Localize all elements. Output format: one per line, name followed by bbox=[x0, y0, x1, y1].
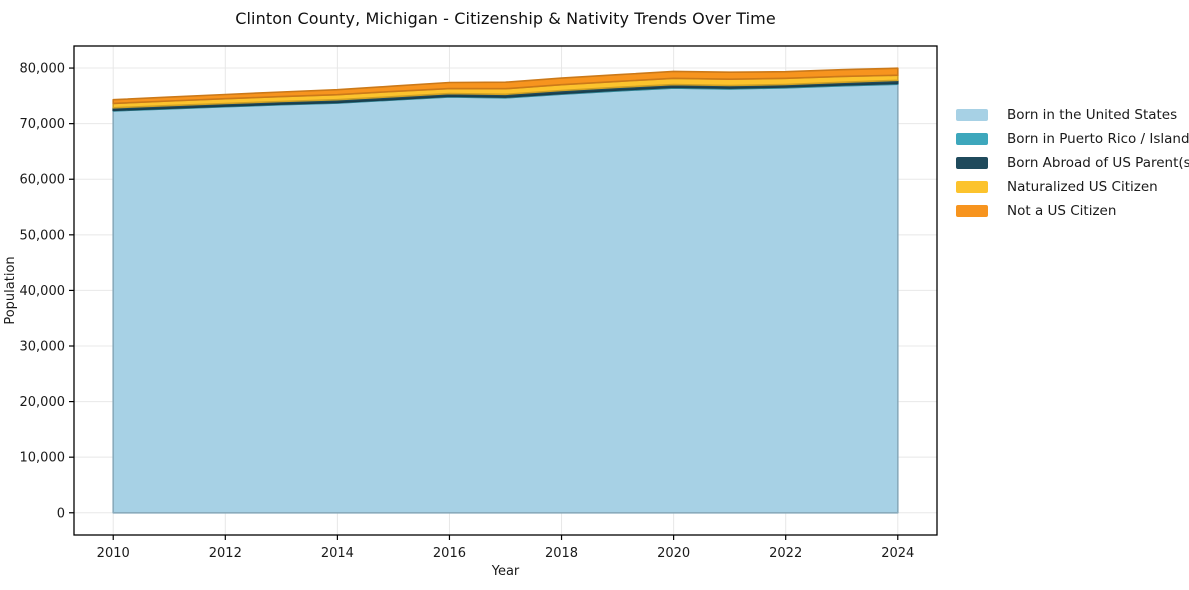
legend-item: Born in the United States bbox=[956, 103, 1189, 127]
x-tick-label: 2014 bbox=[321, 546, 354, 561]
legend-swatch bbox=[956, 133, 988, 145]
x-tick-label: 2012 bbox=[209, 546, 242, 561]
legend-item: Born in Puerto Rico / Islands bbox=[956, 127, 1189, 151]
y-tick-label: 80,000 bbox=[20, 62, 66, 77]
area-series-5 bbox=[112, 67, 899, 105]
x-tick-label: 2010 bbox=[97, 546, 130, 561]
y-tick-label: 50,000 bbox=[20, 228, 66, 243]
x-tick-label: 2016 bbox=[433, 546, 466, 561]
legend-swatch bbox=[956, 109, 988, 121]
stacked-areas bbox=[112, 67, 899, 514]
y-tick-label: 70,000 bbox=[20, 117, 66, 132]
legend-item: Not a US Citizen bbox=[956, 199, 1189, 223]
legend-label: Born in the United States bbox=[1007, 107, 1178, 123]
legend-label: Not a US Citizen bbox=[1007, 203, 1117, 219]
y-axis-label: Population bbox=[3, 256, 18, 324]
y-tick-label: 40,000 bbox=[20, 284, 66, 299]
y-tick-label: 10,000 bbox=[20, 451, 66, 466]
x-tick-label: 2022 bbox=[769, 546, 802, 561]
legend-item: Born Abroad of US Parent(s) bbox=[956, 151, 1189, 175]
y-tick-label: 30,000 bbox=[20, 340, 66, 355]
y-tick-label: 20,000 bbox=[20, 395, 66, 410]
x-tick-label: 2020 bbox=[657, 546, 690, 561]
legend-label: Naturalized US Citizen bbox=[1007, 179, 1158, 195]
axis-ticks: 0 10,000 20,000 30,000 40,000 50,000 60,000 70,… bbox=[20, 62, 915, 561]
x-tick-label: 2018 bbox=[545, 546, 578, 561]
legend: Born in the United States Born in Puerto… bbox=[956, 103, 1189, 223]
x-tick-label: 2024 bbox=[881, 546, 914, 561]
y-tick-label: 60,000 bbox=[20, 173, 66, 188]
x-axis-label: Year bbox=[491, 564, 520, 579]
legend-swatch bbox=[956, 157, 988, 169]
y-tick-label: 0 bbox=[57, 506, 65, 521]
area-series-1 bbox=[112, 83, 899, 514]
legend-label: Born Abroad of US Parent(s) bbox=[1007, 155, 1189, 171]
legend-swatch bbox=[956, 205, 988, 217]
legend-item: Naturalized US Citizen bbox=[956, 175, 1189, 199]
legend-label: Born in Puerto Rico / Islands bbox=[1007, 131, 1189, 147]
legend-swatch bbox=[956, 181, 988, 193]
chart-title: Clinton County, Michigan - Citizenship &… bbox=[235, 9, 776, 28]
